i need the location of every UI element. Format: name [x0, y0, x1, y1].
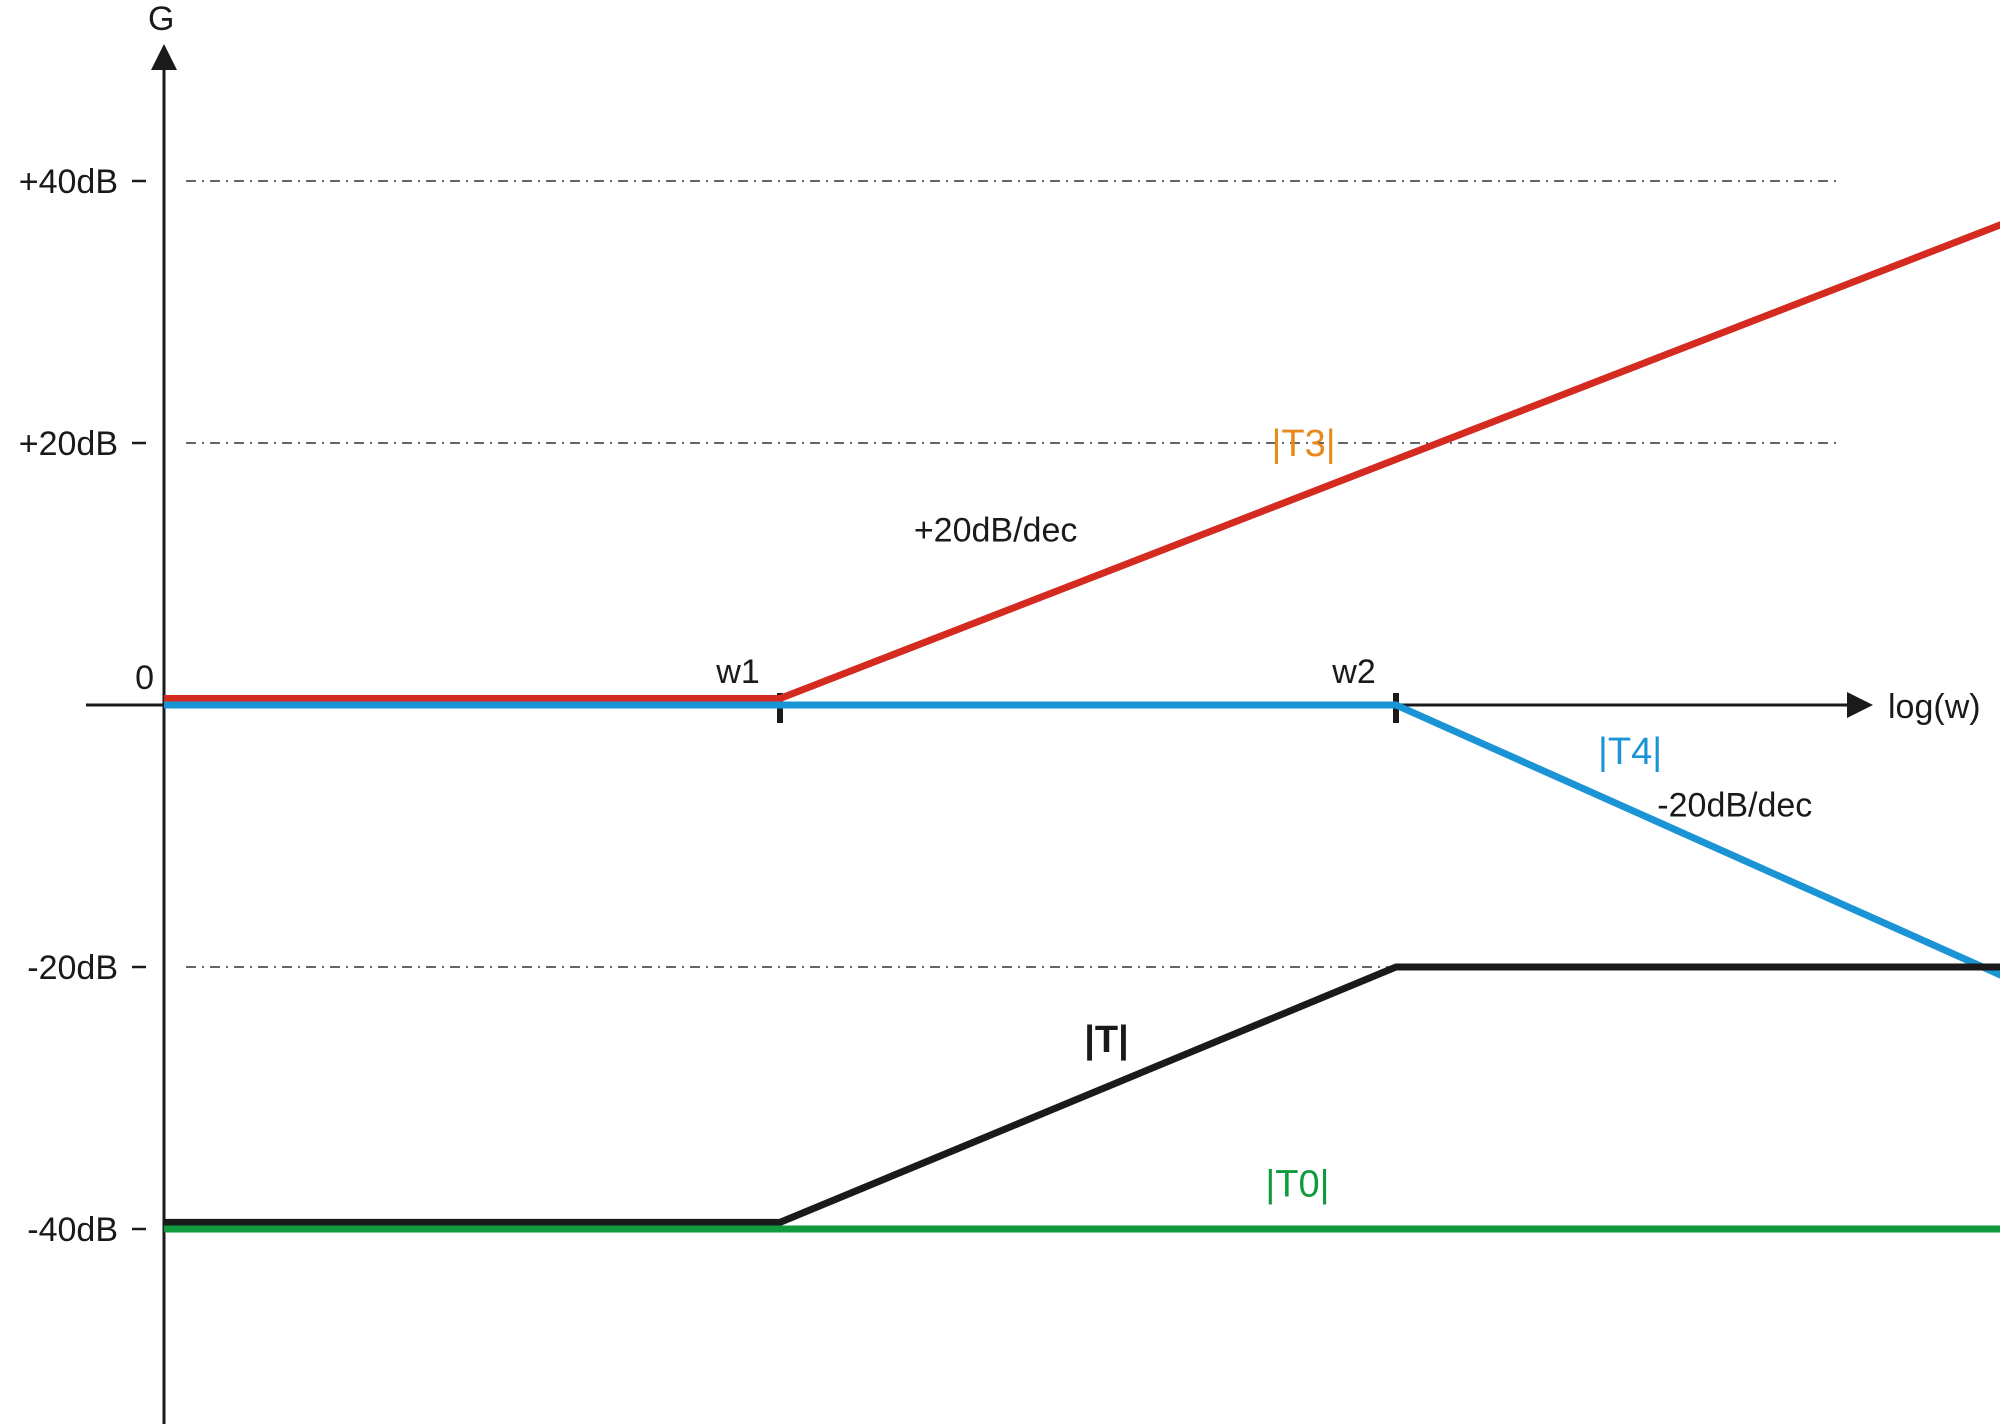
- tick-layer: +40dB +20dB 0 -20dB -40dB w1 w2: [19, 163, 1399, 1249]
- breakpoint-label: w2: [1331, 653, 1375, 691]
- series-label: |T0|: [1265, 1163, 1329, 1205]
- y-tick-label: -20dB: [27, 949, 118, 987]
- slope-annotation: -20dB/dec: [1657, 786, 1812, 824]
- series-label: |T4|: [1598, 731, 1662, 773]
- grid-layer: [186, 180, 1840, 968]
- series-label: |T|: [1084, 1019, 1128, 1061]
- breakpoint-label: w1: [715, 653, 759, 691]
- x-axis-arrow-icon: [1847, 692, 1873, 718]
- y-tick-label-zero: 0: [135, 659, 154, 697]
- label-layer: |T3| |T4| |T| |T0| +20dB/dec -20dB/dec: [914, 423, 1812, 1205]
- slope-annotation: +20dB/dec: [914, 511, 1078, 549]
- series-t-line: [164, 963, 2000, 1226]
- y-axis-arrow-icon: [151, 44, 177, 70]
- y-tick-label: +20dB: [19, 425, 118, 463]
- axis-layer: log(w) G: [86, 0, 1981, 1424]
- y-axis-label: G: [148, 0, 174, 38]
- series-t4-line: [164, 701, 2000, 979]
- series-label: |T3|: [1272, 423, 1336, 465]
- x-axis-label: log(w): [1888, 688, 1981, 726]
- series-layer: [164, 221, 2000, 1233]
- y-tick-label: +40dB: [19, 163, 118, 201]
- y-tick-label: -40dB: [27, 1211, 118, 1249]
- series-t3-line: [164, 221, 2000, 702]
